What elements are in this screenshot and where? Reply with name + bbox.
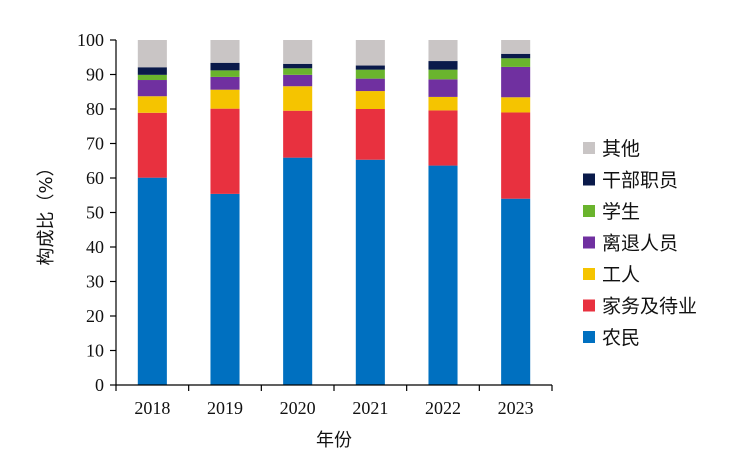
bar-segment-2019-s1 bbox=[210, 108, 240, 194]
bar-segment-2022-s6 bbox=[428, 40, 458, 62]
y-tick-label-90: 90 bbox=[86, 65, 104, 85]
bar-segment-2018-s0 bbox=[137, 177, 167, 385]
bar-segment-2018-s1 bbox=[137, 112, 167, 178]
legend-swatch-6 bbox=[583, 331, 595, 343]
bar-segment-2023-s0 bbox=[501, 198, 531, 385]
y-tick-label-10: 10 bbox=[86, 341, 104, 361]
bar-segment-2023-s4 bbox=[501, 58, 531, 67]
legend-swatch-2 bbox=[583, 205, 595, 217]
bar-segment-2019-s6 bbox=[210, 40, 240, 63]
bar-segment-2022-s3 bbox=[428, 79, 458, 97]
bar-segment-2020-s2 bbox=[283, 86, 313, 111]
x-tick-label-2020: 2020 bbox=[280, 398, 316, 418]
bar-segment-2021-s6 bbox=[355, 40, 385, 66]
x-tick-label-2021: 2021 bbox=[352, 398, 388, 418]
bar-segment-2022-s5 bbox=[428, 61, 458, 70]
bar-segment-2020-s0 bbox=[283, 157, 313, 385]
bar-segment-2018-s2 bbox=[137, 96, 167, 113]
bar-segment-2021-s5 bbox=[355, 65, 385, 70]
x-tick-label-2018: 2018 bbox=[134, 398, 170, 418]
bar-segment-2020-s4 bbox=[283, 68, 313, 75]
y-tick-label-70: 70 bbox=[86, 134, 104, 154]
bar-segment-2023-s5 bbox=[501, 53, 531, 59]
y-tick-label-40: 40 bbox=[86, 237, 104, 257]
x-axis-title: 年份 bbox=[316, 430, 352, 451]
bar-segment-2023-s2 bbox=[501, 97, 531, 113]
bar-segment-2019-s3 bbox=[210, 76, 240, 90]
legend-swatch-3 bbox=[583, 236, 595, 249]
bar-segment-2021-s3 bbox=[355, 78, 385, 92]
bar-segment-2018-s3 bbox=[137, 80, 167, 97]
y-tick-label-60: 60 bbox=[86, 168, 104, 188]
bar-segment-2023-s1 bbox=[501, 112, 531, 199]
bar-segment-2021-s2 bbox=[355, 91, 385, 109]
bar-segment-2018-s5 bbox=[137, 67, 167, 75]
y-tick-label-100: 100 bbox=[77, 30, 104, 50]
bar-segment-2020-s6 bbox=[283, 40, 313, 64]
legend-swatch-0 bbox=[583, 142, 595, 154]
x-ticks: 2018 2019 2020 2021 2022 2023 bbox=[115, 385, 553, 418]
y-tick-label-20: 20 bbox=[86, 306, 104, 326]
bar-segment-2019-s0 bbox=[210, 193, 240, 385]
bar-segment-2020-s3 bbox=[283, 74, 313, 87]
bar-segment-2020-s5 bbox=[283, 63, 313, 69]
bar-segment-2022-s2 bbox=[428, 96, 458, 111]
y-tick-label-50: 50 bbox=[86, 203, 104, 223]
legend-label-1: 干部职员 bbox=[602, 170, 678, 192]
legend-swatch-4 bbox=[583, 268, 595, 280]
bar-segment-2023-s3 bbox=[501, 66, 531, 98]
bar-segment-2018-s4 bbox=[137, 74, 167, 81]
legend-swatch-5 bbox=[583, 299, 595, 312]
legend-label-6: 农民 bbox=[602, 327, 640, 349]
legend-label-2: 学生 bbox=[602, 201, 640, 223]
y-axis-title: 构成比（%） bbox=[36, 158, 57, 265]
bar-segment-2022-s1 bbox=[428, 110, 458, 166]
x-tick-label-2019: 2019 bbox=[207, 398, 243, 418]
y-ticks: 0 10 20 30 40 50 60 70 80 90 100 bbox=[77, 30, 116, 395]
axes-layer bbox=[115, 40, 552, 386]
x-tick-label-2022: 2022 bbox=[425, 398, 461, 418]
y-tick-label-80: 80 bbox=[86, 99, 104, 119]
bar-segment-2021-s4 bbox=[355, 69, 385, 79]
legend-label-3: 离退人员 bbox=[602, 233, 678, 255]
bars-layer bbox=[137, 40, 531, 385]
bar-segment-2022-s0 bbox=[428, 165, 458, 385]
bar-segment-2021-s1 bbox=[355, 109, 385, 160]
bar-segment-2021-s0 bbox=[355, 159, 385, 385]
legend-label-4: 工人 bbox=[602, 264, 640, 286]
bar-segment-2019-s5 bbox=[210, 62, 240, 71]
x-tick-label-2023: 2023 bbox=[498, 398, 534, 418]
bar-segment-2019-s4 bbox=[210, 70, 240, 77]
bar-segment-2022-s4 bbox=[428, 69, 458, 80]
bar-segment-2023-s6 bbox=[501, 40, 531, 54]
y-tick-label-0: 0 bbox=[95, 375, 104, 395]
legend-swatch-1 bbox=[583, 173, 595, 186]
bar-segment-2019-s2 bbox=[210, 89, 240, 109]
bar-segment-2020-s1 bbox=[283, 110, 313, 158]
y-tick-label-30: 30 bbox=[86, 272, 104, 292]
bar-segment-2018-s6 bbox=[137, 40, 167, 68]
legend-label-5: 家务及待业 bbox=[602, 296, 697, 318]
legend-label-0: 其他 bbox=[602, 138, 640, 160]
